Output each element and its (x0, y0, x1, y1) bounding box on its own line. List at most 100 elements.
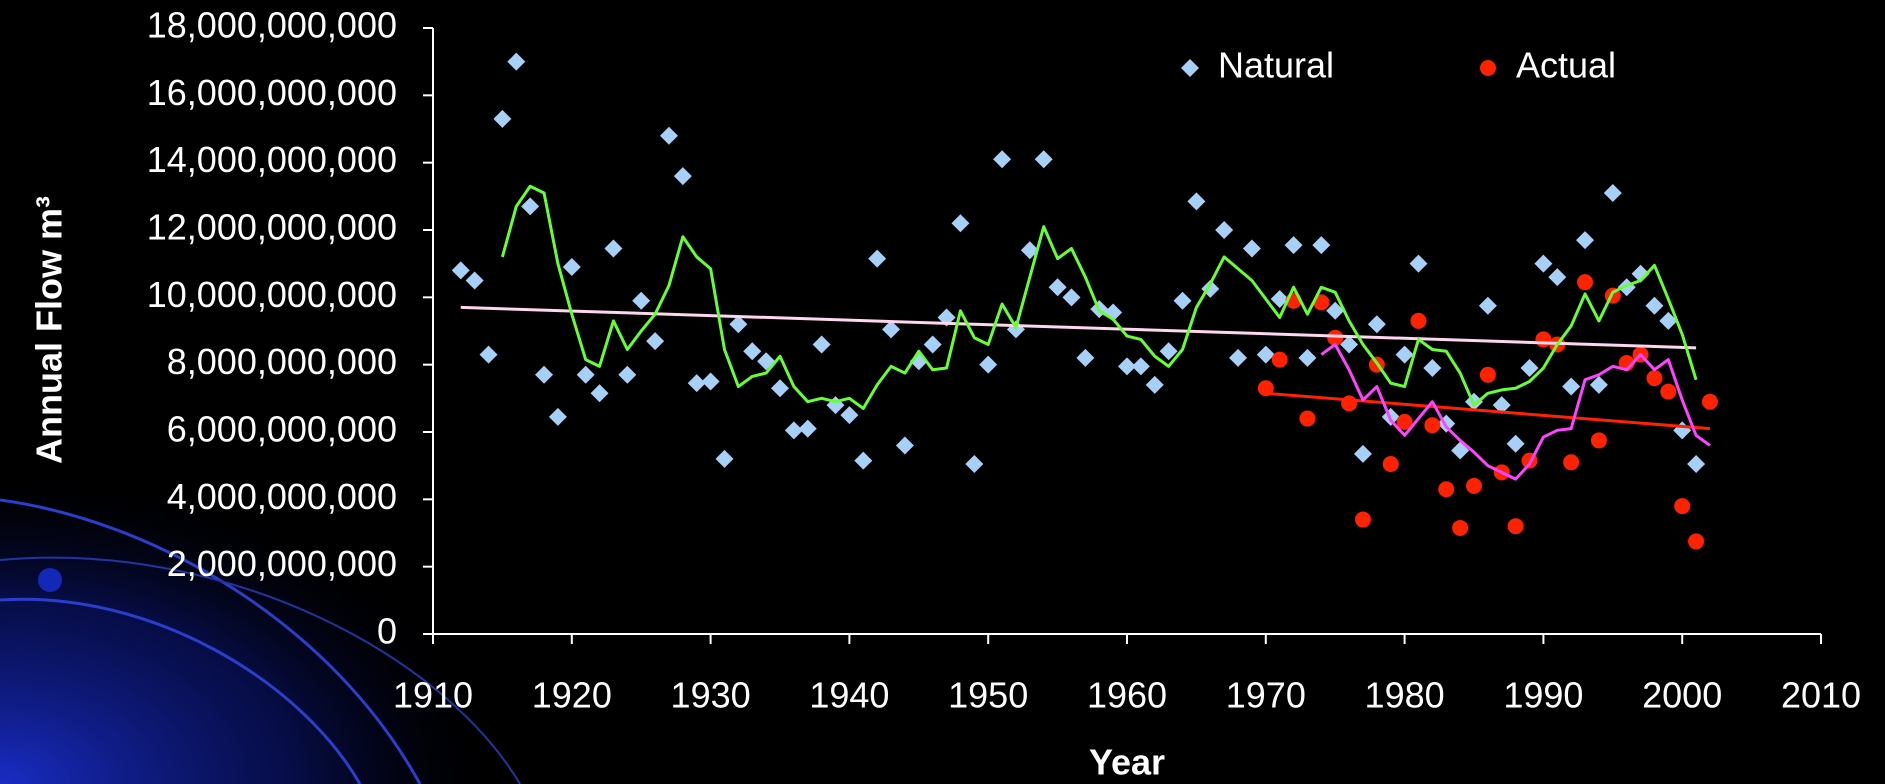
data-point (1048, 278, 1067, 297)
data-point (1452, 519, 1469, 536)
y-tick-label: 10,000,000,000 (147, 274, 397, 315)
data-point (1410, 312, 1427, 329)
x-tick-label: 1960 (1087, 675, 1167, 716)
data-point (1118, 357, 1136, 376)
data-point (1631, 264, 1650, 283)
data-point (507, 52, 526, 71)
y-tick-label: 12,000,000,000 (147, 207, 397, 248)
x-tick-label: 2010 (1781, 675, 1861, 716)
data-point (1159, 342, 1178, 361)
data-point (1326, 301, 1345, 320)
data-point (479, 345, 498, 364)
background-arc (0, 498, 422, 784)
data-point (576, 365, 595, 384)
data-point (1215, 221, 1234, 239)
data-point (1479, 366, 1496, 383)
data-point (1242, 239, 1261, 258)
legend-label: Actual (1516, 45, 1616, 86)
data-point (659, 126, 678, 145)
data-point (882, 320, 901, 339)
y-tick-label: 6,000,000,000 (167, 409, 397, 450)
data-point (1659, 311, 1678, 330)
data-point (493, 109, 512, 128)
data-point (604, 239, 623, 258)
y-axis-title: Annual Flow m³ (29, 196, 70, 464)
data-point (1271, 351, 1288, 368)
legend-label: Natural (1218, 45, 1334, 86)
data-point (1520, 359, 1539, 378)
data-point (965, 454, 984, 473)
data-point (1466, 477, 1482, 494)
data-point (1548, 268, 1567, 287)
data-point (1395, 345, 1414, 364)
data-point (1507, 518, 1524, 535)
data-point (1187, 192, 1206, 211)
data-point (812, 335, 831, 354)
data-point (1506, 434, 1525, 453)
data-point (1589, 375, 1608, 394)
data-point (1312, 236, 1331, 255)
data-point (521, 197, 540, 216)
y-tick-label: 4,000,000,000 (167, 476, 397, 517)
x-tick-label: 1970 (1226, 675, 1306, 716)
data-point (1076, 348, 1095, 367)
data-point (715, 449, 734, 468)
data-point (1299, 410, 1316, 427)
x-tick-label: 1980 (1365, 675, 1445, 716)
data-point (562, 258, 581, 277)
data-point (1535, 331, 1552, 348)
data-point (1646, 370, 1663, 387)
data-point (1034, 150, 1053, 169)
data-point (1660, 383, 1677, 400)
trend-line (1320, 342, 1711, 481)
x-tick-label: 2000 (1642, 675, 1722, 716)
data-point (1341, 395, 1358, 412)
data-point (1298, 348, 1317, 367)
y-tick-label: 18,000,000,000 (147, 5, 397, 46)
data-point (798, 419, 817, 438)
data-point (1576, 231, 1595, 250)
x-tick-label: 1910 (393, 675, 473, 716)
data-point (1284, 236, 1303, 255)
background-dot (38, 568, 62, 592)
data-point (840, 406, 859, 425)
data-point (979, 355, 998, 374)
data-point (1354, 511, 1371, 528)
data-point (1534, 254, 1553, 273)
data-point (951, 214, 970, 233)
data-point (1396, 413, 1413, 430)
y-tick-label: 16,000,000,000 (147, 72, 397, 113)
background-arc (0, 597, 362, 784)
data-point (646, 332, 665, 351)
data-point (1424, 417, 1441, 434)
y-tick-label: 8,000,000,000 (167, 341, 397, 382)
data-point (1173, 291, 1192, 310)
x-tick-label: 1920 (532, 675, 612, 716)
data-point (1603, 183, 1622, 202)
data-point (1674, 498, 1691, 515)
data-point (1131, 357, 1150, 376)
y-tick-label: 0 (377, 611, 397, 652)
background-arc (0, 556, 521, 784)
data-point (1423, 359, 1442, 378)
data-point (1327, 329, 1344, 346)
data-point (854, 451, 873, 470)
data-point (784, 421, 803, 440)
data-point (1020, 241, 1039, 260)
x-tick-label: 1950 (948, 675, 1028, 716)
data-point (687, 374, 706, 393)
data-point (632, 291, 651, 310)
data-point (1145, 375, 1164, 394)
data-point (1340, 335, 1359, 354)
x-tick-label: 1940 (809, 675, 889, 716)
data-point (1701, 393, 1718, 410)
data-point (868, 249, 887, 268)
data-point (1577, 274, 1594, 291)
data-point (1562, 377, 1581, 396)
data-point (1270, 290, 1289, 309)
data-point (895, 436, 914, 455)
data-point (1367, 315, 1386, 334)
data-point (1409, 254, 1428, 273)
